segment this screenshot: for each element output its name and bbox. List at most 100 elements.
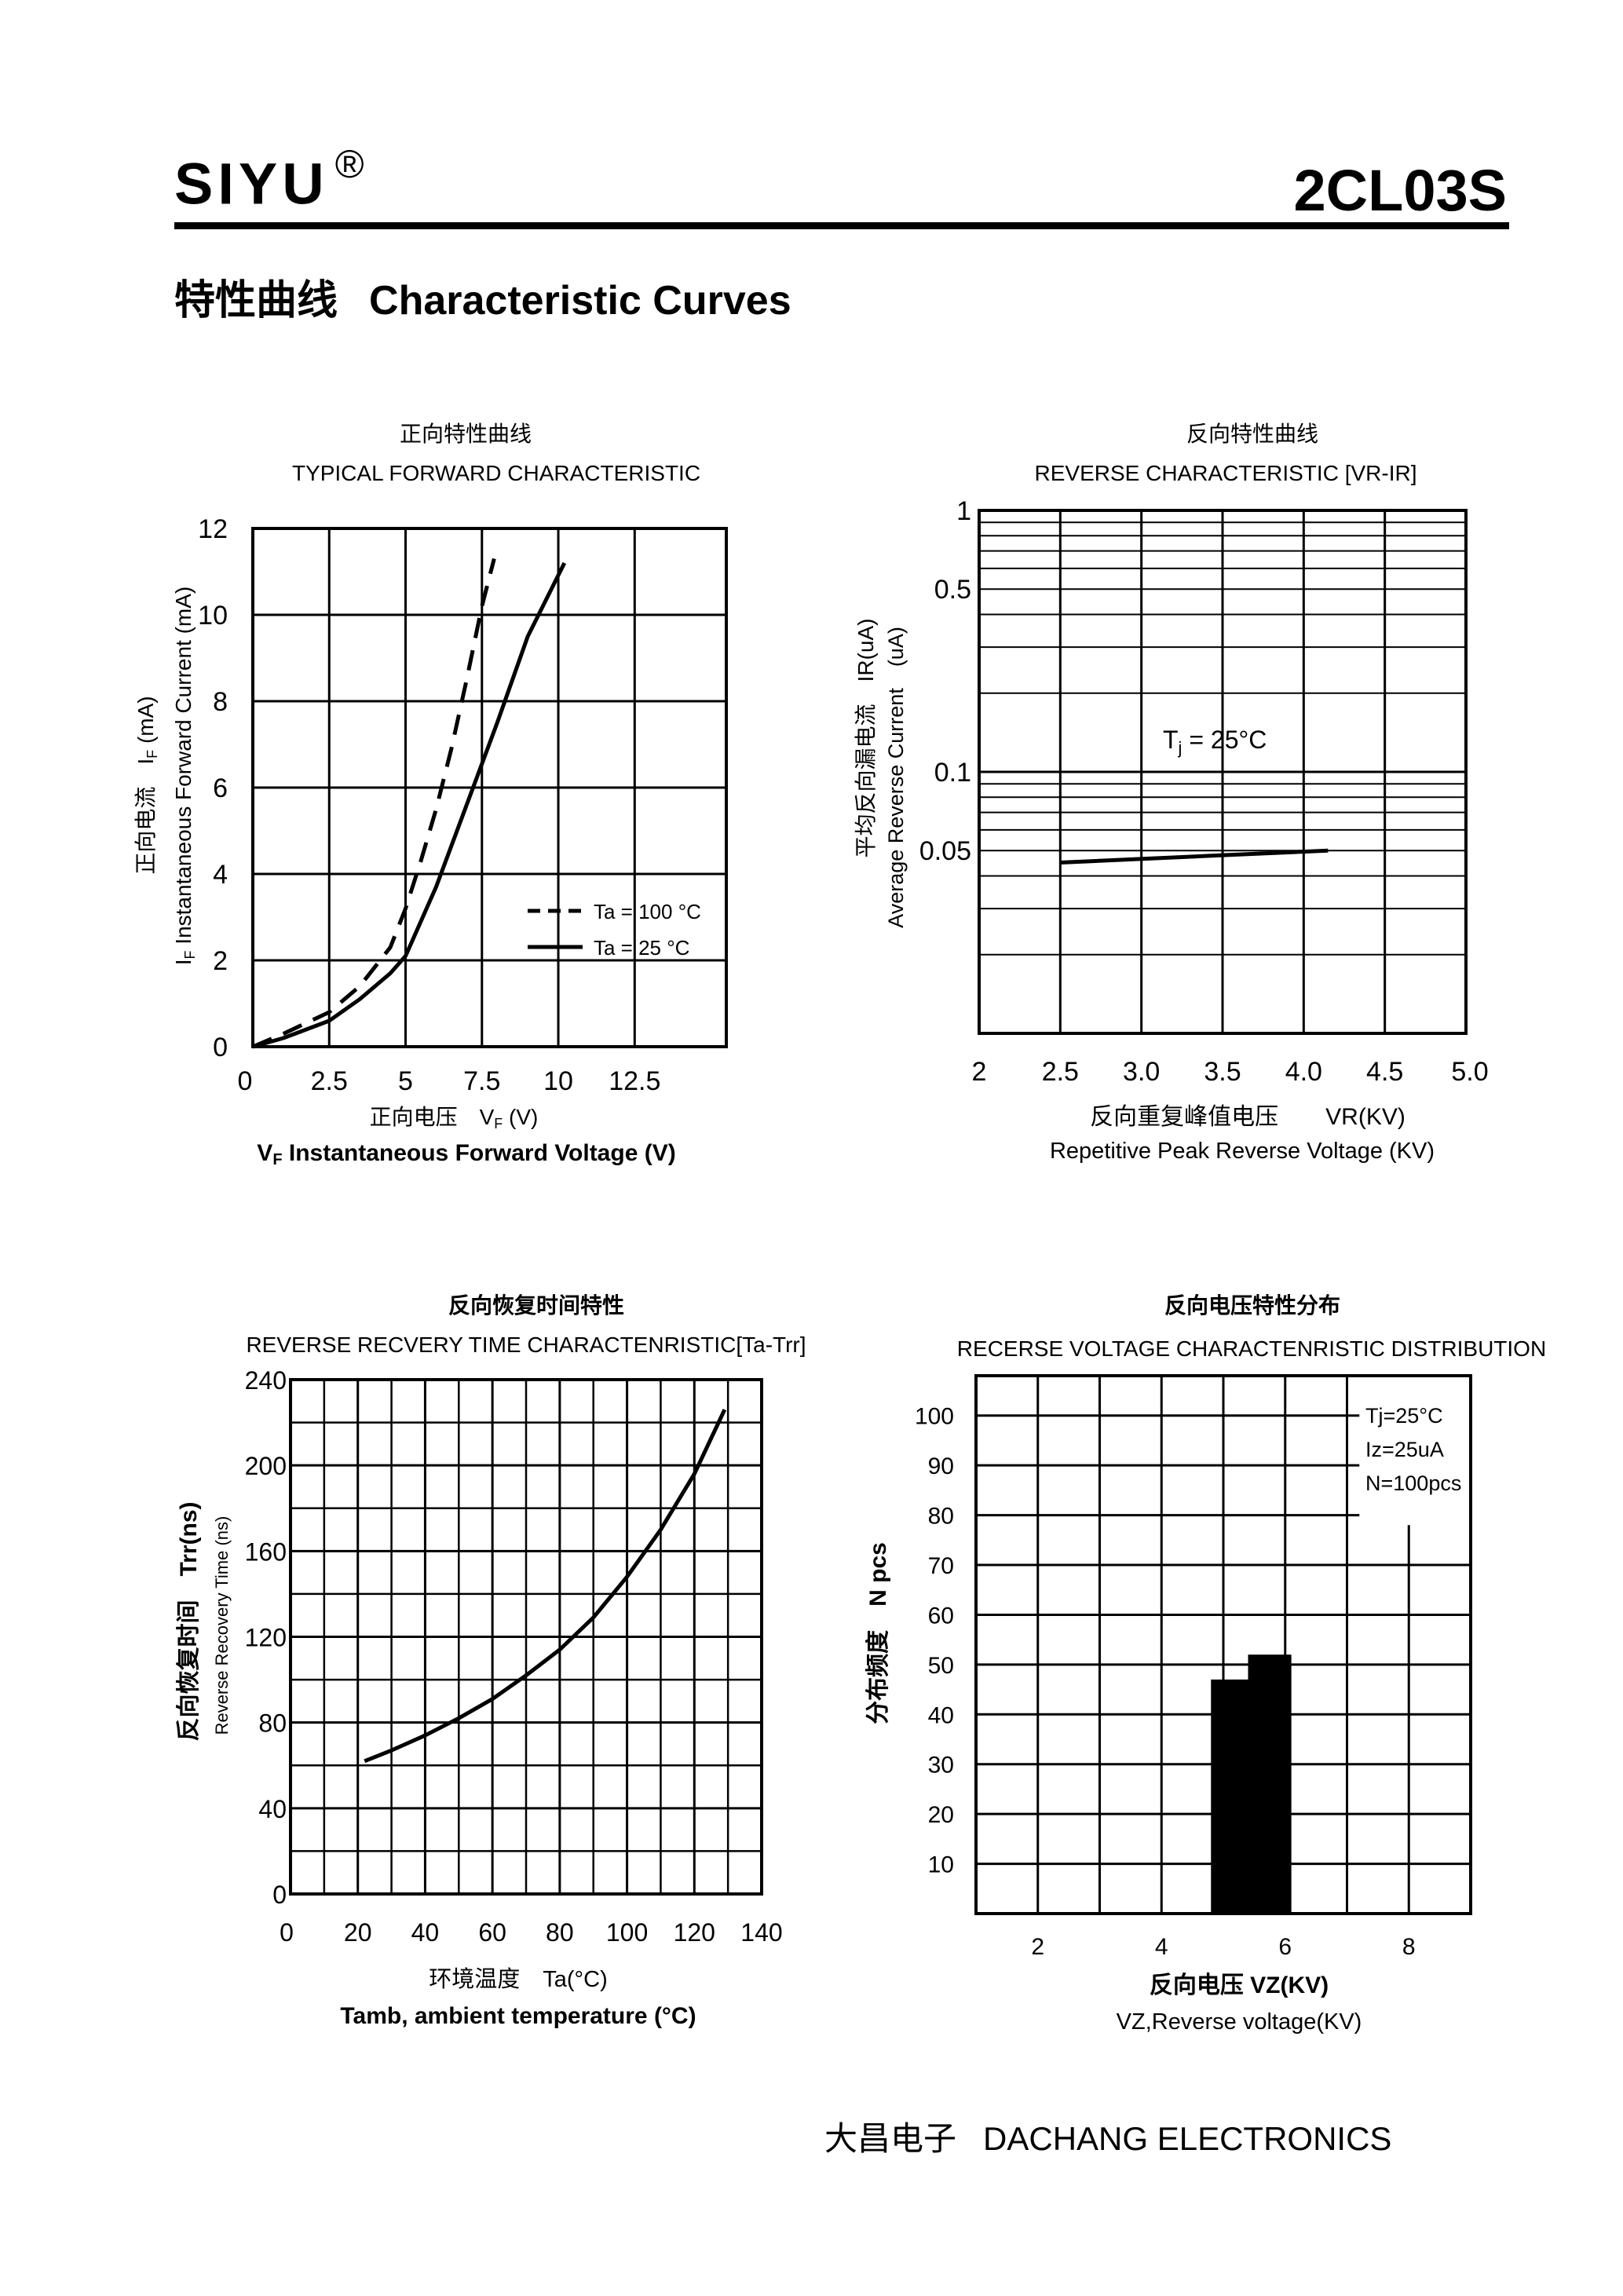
distribution-title-cn: 反向电压特性分布	[1164, 1293, 1340, 1318]
recovery-ylabel: Reverse Recovery Time (ns)	[212, 1516, 232, 1735]
recovery-x-tick: 120	[674, 1918, 715, 1947]
forward-plot: 0 2.5 5 7.5 10 12.5 0 2 4 6 8 10 12	[198, 514, 728, 1096]
forward-legend: Ta = 100 °C Ta = 25 °C	[528, 900, 701, 960]
forward-y-tick: 8	[213, 687, 228, 717]
recovery-title: REVERSE RECVERY TIME CHARACTENRISTIC[Ta-…	[246, 1333, 806, 1357]
distribution-y-tick: 50	[928, 1653, 954, 1679]
footer-company-en: DACHANG ELECTRONICS	[983, 2120, 1392, 2157]
recovery-x-tick: 60	[478, 1918, 506, 1947]
reverse-title-cn: 反向特性曲线	[1186, 422, 1318, 446]
footer-company-cn: 大昌电子	[824, 2120, 957, 2157]
distribution-y-tick: 40	[928, 1702, 954, 1728]
reverse-ylabel: Average Reverse Current (uA)	[884, 627, 908, 928]
distribution-notes: Tj=25°C Iz=25uA N=100pcs	[1365, 1404, 1461, 1495]
forward-title: TYPICAL FORWARD CHARACTERISTIC	[292, 461, 700, 485]
forward-title-cn: 正向特性曲线	[400, 422, 532, 446]
distribution-bar-2	[1248, 1654, 1292, 1914]
note-n: N=100pcs	[1365, 1472, 1461, 1495]
legend-label-100c: Ta = 100 °C	[594, 900, 701, 923]
recovery-y-tick: 80	[258, 1709, 287, 1738]
brand-logo: SIYU ®	[174, 142, 369, 218]
brand-name: SIYU	[174, 151, 329, 217]
distribution-y-tick: 100	[915, 1404, 954, 1430]
reverse-y-tick: 0.5	[934, 575, 971, 605]
recovery-y-tick: 240	[245, 1366, 287, 1395]
reverse-x-tick: 3.0	[1123, 1057, 1160, 1087]
distribution-y-tick: 70	[928, 1553, 954, 1579]
forward-y-tick: 10	[198, 601, 228, 631]
forward-y-tick: 4	[213, 860, 228, 890]
distribution-x-tick: 4	[1155, 1934, 1168, 1960]
distribution-y-tick: 20	[928, 1802, 954, 1828]
forward-frame	[251, 527, 728, 1048]
reverse-xlabel-cn: 反向重复峰值电压 VR(KV)	[1090, 1104, 1406, 1130]
forward-ylabel: IF Instantaneous Forward Current (mA)	[171, 587, 198, 966]
recovery-x-tick: 20	[344, 1918, 372, 1947]
forward-x-tick: 2.5	[311, 1066, 348, 1096]
recovery-y-tick: 40	[258, 1795, 287, 1823]
note-iz: Iz=25uA	[1365, 1438, 1444, 1461]
section-title-en: Characteristic Curves	[369, 278, 791, 324]
forward-y-tick: 6	[213, 773, 228, 803]
distribution-x-tick: 8	[1402, 1934, 1416, 1960]
recovery-x-tick: 140	[740, 1918, 782, 1947]
distribution-bar-1	[1211, 1679, 1248, 1914]
reverse-x-tick: 2.5	[1042, 1057, 1079, 1087]
part-number: 2CL03S	[1293, 158, 1507, 223]
distribution-y-tick: 30	[928, 1753, 954, 1779]
distribution-y-tick: 80	[928, 1504, 954, 1530]
recovery-ylabel-cn: 反向恢复时间 Trr(ns)	[176, 1501, 202, 1741]
reverse-x-tick: 2	[972, 1057, 987, 1087]
recovery-frame	[289, 1378, 763, 1896]
reverse-x-tick: 4.0	[1285, 1057, 1322, 1087]
distribution-y-tick: 10	[928, 1852, 954, 1878]
recovery-y-tick: 200	[245, 1452, 287, 1480]
forward-y-tick: 12	[198, 514, 228, 544]
recovery-xlabel: Tamb, ambient temperature (°C)	[340, 2003, 696, 2029]
forward-x-tick: 0	[238, 1066, 253, 1096]
recovery-y-tick: 120	[245, 1624, 287, 1652]
forward-series-ta25	[252, 561, 567, 1049]
section-title-cn: 特性曲线	[174, 278, 338, 324]
forward-x-tick: 7.5	[463, 1066, 500, 1096]
distribution-x-tick: 6	[1278, 1934, 1292, 1960]
reverse-y-tick: 0.05	[919, 836, 971, 866]
forward-xlabel-cn: 正向电压 VF (V)	[370, 1105, 539, 1132]
recovery-xlabel-cn: 环境温度 Ta(°C)	[429, 1966, 607, 1992]
distribution-xlabel: VZ,Reverse voltage(KV)	[1117, 2009, 1362, 2035]
reverse-x-tick: 3.5	[1204, 1057, 1241, 1087]
note-tj: Tj=25°C	[1365, 1404, 1443, 1428]
recovery-series-line	[364, 1409, 727, 1764]
forward-x-tick: 10	[543, 1066, 573, 1096]
footer: 大昌电子 DACHANG ELECTRONICS	[824, 2112, 1418, 2160]
reverse-ylabel-cn: 平均反向漏电流 IR(uA)	[854, 619, 878, 858]
section-title: 特性曲线 Characteristic Curves	[174, 267, 823, 326]
reverse-series-line	[1060, 848, 1329, 865]
reverse-plot: 2 2.5 3.0 3.5 4.0 4.5 5.0 1 0.5 0.1 0.05	[919, 496, 1489, 1087]
recovery-x-tick: 80	[546, 1918, 574, 1947]
header-rule	[174, 222, 1509, 229]
registered-mark: ®	[334, 142, 369, 186]
forward-x-tick: 5	[398, 1066, 413, 1096]
recovery-x-tick: 100	[606, 1918, 648, 1947]
reverse-title: REVERSE CHARACTERISTIC [VR-IR]	[1035, 461, 1417, 485]
recovery-title-cn: 反向恢复时间特性	[448, 1293, 624, 1318]
recovery-y-tick: 0	[272, 1881, 287, 1909]
distribution-title: RECERSE VOLTAGE CHARACTENRISTIC DISTRIBU…	[957, 1336, 1546, 1361]
reverse-x-tick: 5.0	[1451, 1057, 1488, 1087]
forward-y-tick: 0	[213, 1033, 228, 1062]
reverse-y-tick: 0.1	[934, 758, 971, 788]
recovery-plot: 0 20 40 60 80 100 120 140 0 40 80 120 160 200 240	[245, 1366, 783, 1947]
distribution-y-tick: 90	[928, 1453, 954, 1479]
reverse-annotation: Tj = 25°C	[1163, 726, 1267, 758]
reverse-x-tick: 4.5	[1366, 1057, 1403, 1087]
recovery-x-tick: 40	[411, 1918, 440, 1947]
legend-label-25c: Ta = 25 °C	[594, 936, 689, 960]
distribution-plot: 2 4 6 8 10 20 30 40 50 60 70 80 90 100	[915, 1374, 1472, 1960]
reverse-xlabel: Repetitive Peak Reverse Voltage (KV)	[1050, 1139, 1435, 1164]
distribution-y-tick: 60	[928, 1603, 954, 1629]
